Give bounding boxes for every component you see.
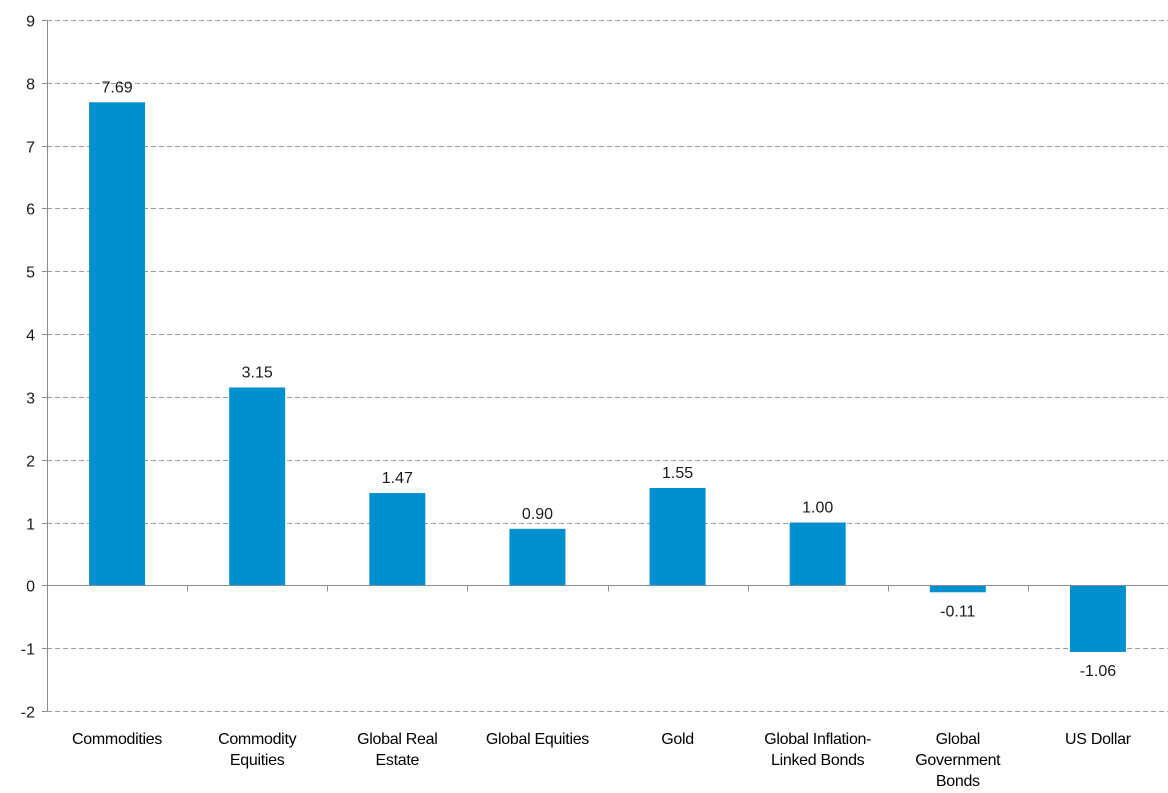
x-category-label: Gold xyxy=(661,731,694,748)
y-tick-label: 9 xyxy=(26,14,35,31)
y-tick-label: 2 xyxy=(26,454,35,471)
x-category-label-line: Commodities xyxy=(72,731,162,748)
x-category-label-line: Global Inflation- xyxy=(764,731,871,748)
x-category-label-line: Equities xyxy=(230,752,285,769)
bar xyxy=(649,487,706,586)
x-category-label-line: Global Real xyxy=(357,731,437,748)
x-category-label-line: Bonds xyxy=(936,773,980,790)
data-label: 3.15 xyxy=(242,364,273,381)
y-axis-tick-labels: -2 -1 0 1 2 3 4 5 6 7 8 9 xyxy=(21,14,35,722)
x-category-label: Global Equities xyxy=(486,731,590,748)
bar xyxy=(789,522,846,586)
gridlines xyxy=(47,20,1168,712)
x-category-label-line: Global xyxy=(936,731,980,748)
x-category-label-line: US Dollar xyxy=(1065,731,1132,748)
x-category-label-line: Estate xyxy=(376,752,420,769)
y-tick-label: 4 xyxy=(26,328,35,345)
x-category-label: Global Government Bonds xyxy=(915,731,1001,790)
bars xyxy=(89,102,1126,652)
y-tick-label: 7 xyxy=(26,140,35,157)
x-category-label-line: Linked Bonds xyxy=(771,752,865,769)
y-tick-label: 5 xyxy=(26,265,35,282)
x-category-label-line: Commodity xyxy=(218,731,297,748)
y-tick-label: 3 xyxy=(26,391,35,408)
x-category-label: US Dollar xyxy=(1065,731,1132,748)
x-category-label: Global Real Estate xyxy=(357,731,438,769)
y-tick-label: 8 xyxy=(26,77,35,94)
x-category-label: Commodities xyxy=(72,731,163,748)
data-label: 1.55 xyxy=(662,465,693,482)
x-category-label: Commodity Equities xyxy=(218,731,297,769)
data-label: 7.69 xyxy=(101,79,132,96)
y-tick-label: -2 xyxy=(21,705,35,722)
y-tick-label: -1 xyxy=(21,642,35,659)
bar xyxy=(229,387,286,586)
data-label: 0.90 xyxy=(522,506,553,523)
x-category-label-line: Gold xyxy=(661,731,694,748)
data-label: 1.47 xyxy=(382,470,413,487)
bar xyxy=(89,102,146,586)
bar xyxy=(929,585,986,593)
axes xyxy=(42,20,1168,712)
x-category-label-line: Government xyxy=(915,752,1001,769)
data-label: -1.06 xyxy=(1080,663,1117,680)
data-label: 1.00 xyxy=(802,500,833,517)
y-tick-label: 6 xyxy=(26,202,35,219)
x-category-label: Global Inflation- Linked Bonds xyxy=(764,731,871,769)
bar xyxy=(1069,585,1126,652)
data-labels: 7.69 3.15 1.47 0.90 1.55 1.00 -0.11 -1.06 xyxy=(101,79,1116,680)
bar xyxy=(369,493,426,586)
y-tick-label: 0 xyxy=(26,579,35,596)
data-label: -0.11 xyxy=(940,603,975,620)
x-axis-category-labels: Commodities Commodity Equities Global Real E… xyxy=(72,731,1132,790)
y-tick-label: 1 xyxy=(26,517,35,534)
bar xyxy=(509,528,566,586)
x-category-label-line: Global Equities xyxy=(486,731,589,748)
